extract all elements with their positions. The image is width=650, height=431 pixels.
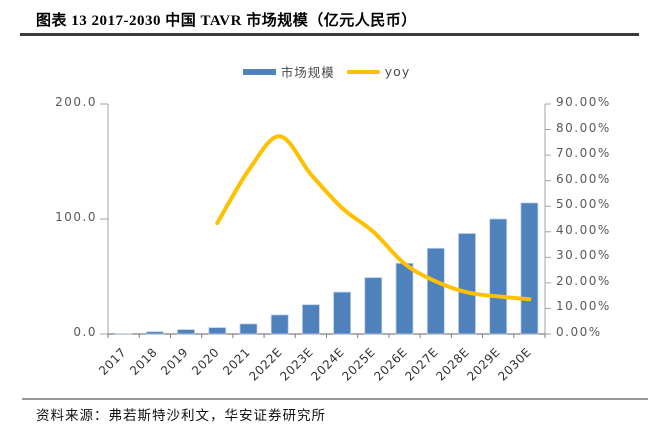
right-axis-tick-label: 80.00%: [556, 120, 611, 135]
bar-2025E: [364, 277, 383, 335]
yoy-line: [215, 134, 532, 302]
bar-2029E: [489, 218, 508, 335]
chart-legend: 市场规模 yoy: [108, 62, 545, 81]
legend-item-yoy: yoy: [346, 64, 411, 79]
bar-2020: [208, 327, 227, 335]
line-series-swatch-icon: [346, 69, 380, 74]
bar-2024E: [333, 291, 352, 335]
right-axis-tick-label: 50.00%: [556, 197, 611, 212]
bar-2027E: [426, 247, 445, 335]
bar-2021: [239, 323, 258, 335]
left-axis-tick-label: 0.0: [73, 325, 97, 339]
bar-2028E: [458, 233, 476, 335]
title-divider: [20, 33, 639, 36]
right-axis-tick-label: 30.00%: [556, 248, 611, 263]
left-axis-tick-label: 100.0: [55, 210, 97, 224]
right-axis-tick-label: 60.00%: [556, 171, 611, 186]
right-axis-tick-label: 70.00%: [556, 146, 611, 161]
legend-label-market-size: 市场规模: [280, 65, 335, 80]
bar-2022E: [270, 314, 289, 335]
bar-2018: [145, 331, 164, 335]
right-axis-tick-label: 90.00%: [556, 95, 611, 109]
right-axis-tick-label: 0.00%: [556, 325, 602, 339]
bar-2030E: [520, 202, 539, 335]
bar-2019: [177, 329, 195, 335]
right-axis-tick-label: 40.00%: [556, 222, 611, 237]
right-axis-tick-label: 20.00%: [556, 273, 611, 288]
bar-2026E: [395, 262, 414, 335]
legend-item-market-size: 市场规模: [242, 62, 335, 81]
figure-title: 图表 13 2017-2030 中国 TAVR 市场规模（亿元人民币）: [36, 13, 417, 29]
source-note: 资料来源：弗若斯特沙利文，华安证券研究所: [36, 408, 326, 423]
footer-divider: [22, 398, 648, 400]
right-axis-tick-label: 10.00%: [556, 299, 611, 314]
bar-series-swatch-icon: [242, 68, 276, 75]
left-axis-tick-label: 200.0: [55, 95, 97, 109]
bar-2023E: [301, 304, 320, 335]
legend-label-yoy: yoy: [384, 64, 411, 79]
